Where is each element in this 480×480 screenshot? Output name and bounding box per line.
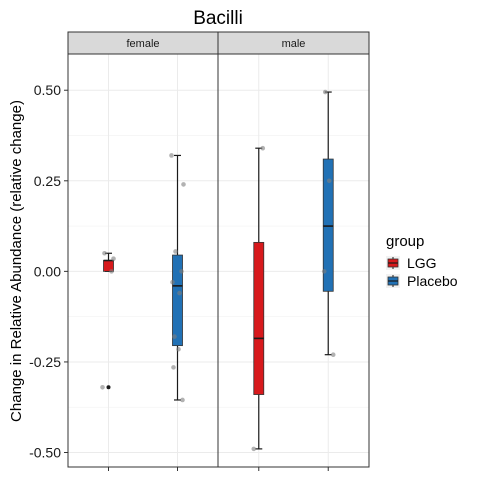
data-point [179, 269, 184, 274]
box-rect [172, 254, 183, 347]
data-point [322, 89, 328, 95]
outlier-point [106, 385, 111, 390]
strip-label-male: male [282, 38, 306, 50]
chart-title: Bacilli [193, 8, 243, 29]
data-point [100, 384, 105, 390]
box-rect [322, 158, 334, 292]
data-point [173, 249, 178, 254]
legend-key-placebo [386, 274, 400, 288]
data-point [102, 250, 107, 256]
data-point [260, 145, 266, 151]
data-point [177, 290, 182, 296]
data-point [321, 269, 327, 274]
y-axis: 0.50 0.25 0.00 -0.25 -0.50 [29, 82, 68, 461]
strip-male [217, 31, 370, 55]
y-tick-label: -0.25 [29, 354, 61, 370]
panel-female [68, 54, 218, 467]
box-rect [253, 241, 265, 395]
data-point [109, 269, 114, 274]
box-female-LGG [100, 250, 116, 390]
data-point [170, 279, 175, 285]
legend-label-lgg: LGG [407, 255, 437, 271]
data-point [171, 365, 176, 370]
data-point [111, 256, 116, 261]
box-female-Placebo [169, 153, 186, 403]
legend-label-placebo: Placebo [407, 273, 458, 289]
y-tick-label: 0.00 [34, 263, 61, 279]
box-male-Placebo [321, 89, 336, 357]
data-point [326, 178, 332, 184]
data-point [172, 334, 177, 339]
strip-label-female: female [126, 38, 159, 50]
y-tick-label: -0.50 [29, 445, 61, 461]
y-axis-title: Change in Relative Abundance (relative c… [8, 100, 25, 422]
legend-key-lgg [386, 256, 400, 270]
data-point [180, 397, 185, 403]
data-point [176, 346, 181, 352]
data-point [169, 153, 174, 158]
box-male-LGG [251, 145, 266, 452]
box-marks [100, 89, 336, 452]
y-tick-label: 0.25 [34, 173, 61, 189]
data-point [181, 182, 186, 187]
legend: group LGG Placebo [386, 233, 458, 289]
data-point [251, 446, 257, 452]
y-tick-label: 0.50 [34, 82, 61, 98]
panel-male [218, 54, 369, 467]
legend-title: group [386, 233, 424, 250]
data-point [330, 352, 336, 357]
